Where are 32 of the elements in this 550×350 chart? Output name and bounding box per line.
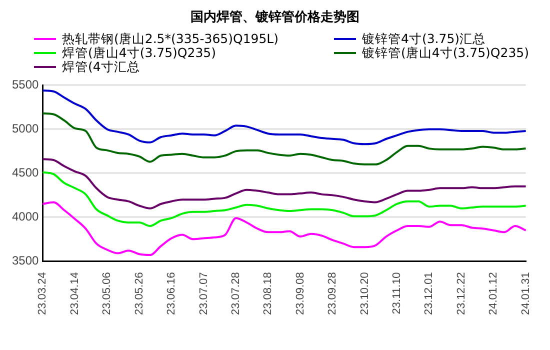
x-tick-label: 23.05.06 <box>101 272 114 316</box>
x-tick-label: 23.07.07 <box>198 272 210 316</box>
x-tick-label: 23.06.16 <box>166 272 178 316</box>
legend-label: 镀锌管(唐山4寸(3.75)Q235) <box>362 45 529 60</box>
x-tick-label: 23.07.28 <box>230 272 242 316</box>
x-tick-label: 23.10.20 <box>358 272 371 316</box>
legend-label: 镀锌管4寸(3.75)汇总 <box>362 31 486 46</box>
legend-label: 焊管(唐山4寸(3.75)Q235) <box>62 45 216 60</box>
x-tick-label: 23.04.14 <box>68 272 81 316</box>
y-tick-label: 5500 <box>12 78 40 92</box>
x-tick-label: 23.09.28 <box>326 272 339 316</box>
chart-title: 国内焊管、镀锌管价格走势图 <box>190 9 360 26</box>
x-tick-label: 23.08.18 <box>262 272 274 316</box>
x-tick-label: 23.05.26 <box>133 272 146 316</box>
legend-label: 热轧带钢(唐山2.5*(335-365)Q195L) <box>62 31 279 46</box>
x-tick-label: 23.03.24 <box>36 272 49 316</box>
y-tick-label: 4500 <box>12 166 40 180</box>
line-series <box>42 158 527 210</box>
x-tick-label: 23.12.22 <box>455 272 468 316</box>
x-tick-label: 23.12.01 <box>423 272 436 316</box>
y-tick-label: 5000 <box>12 122 40 136</box>
line-series <box>42 171 527 227</box>
x-tick-label: 23.11.10 <box>391 272 404 314</box>
line-series <box>42 112 527 166</box>
line-series <box>42 89 527 146</box>
x-tick-label: 23.09.08 <box>294 272 306 316</box>
y-tick-label: 4000 <box>12 210 40 224</box>
legend-label: 焊管(4寸汇总 <box>62 59 140 74</box>
x-tick-label: 24.01.12 <box>488 272 500 316</box>
line-series <box>42 201 527 256</box>
y-tick-label: 3500 <box>12 253 40 268</box>
x-tick-label: 24.01.31 <box>520 272 532 316</box>
